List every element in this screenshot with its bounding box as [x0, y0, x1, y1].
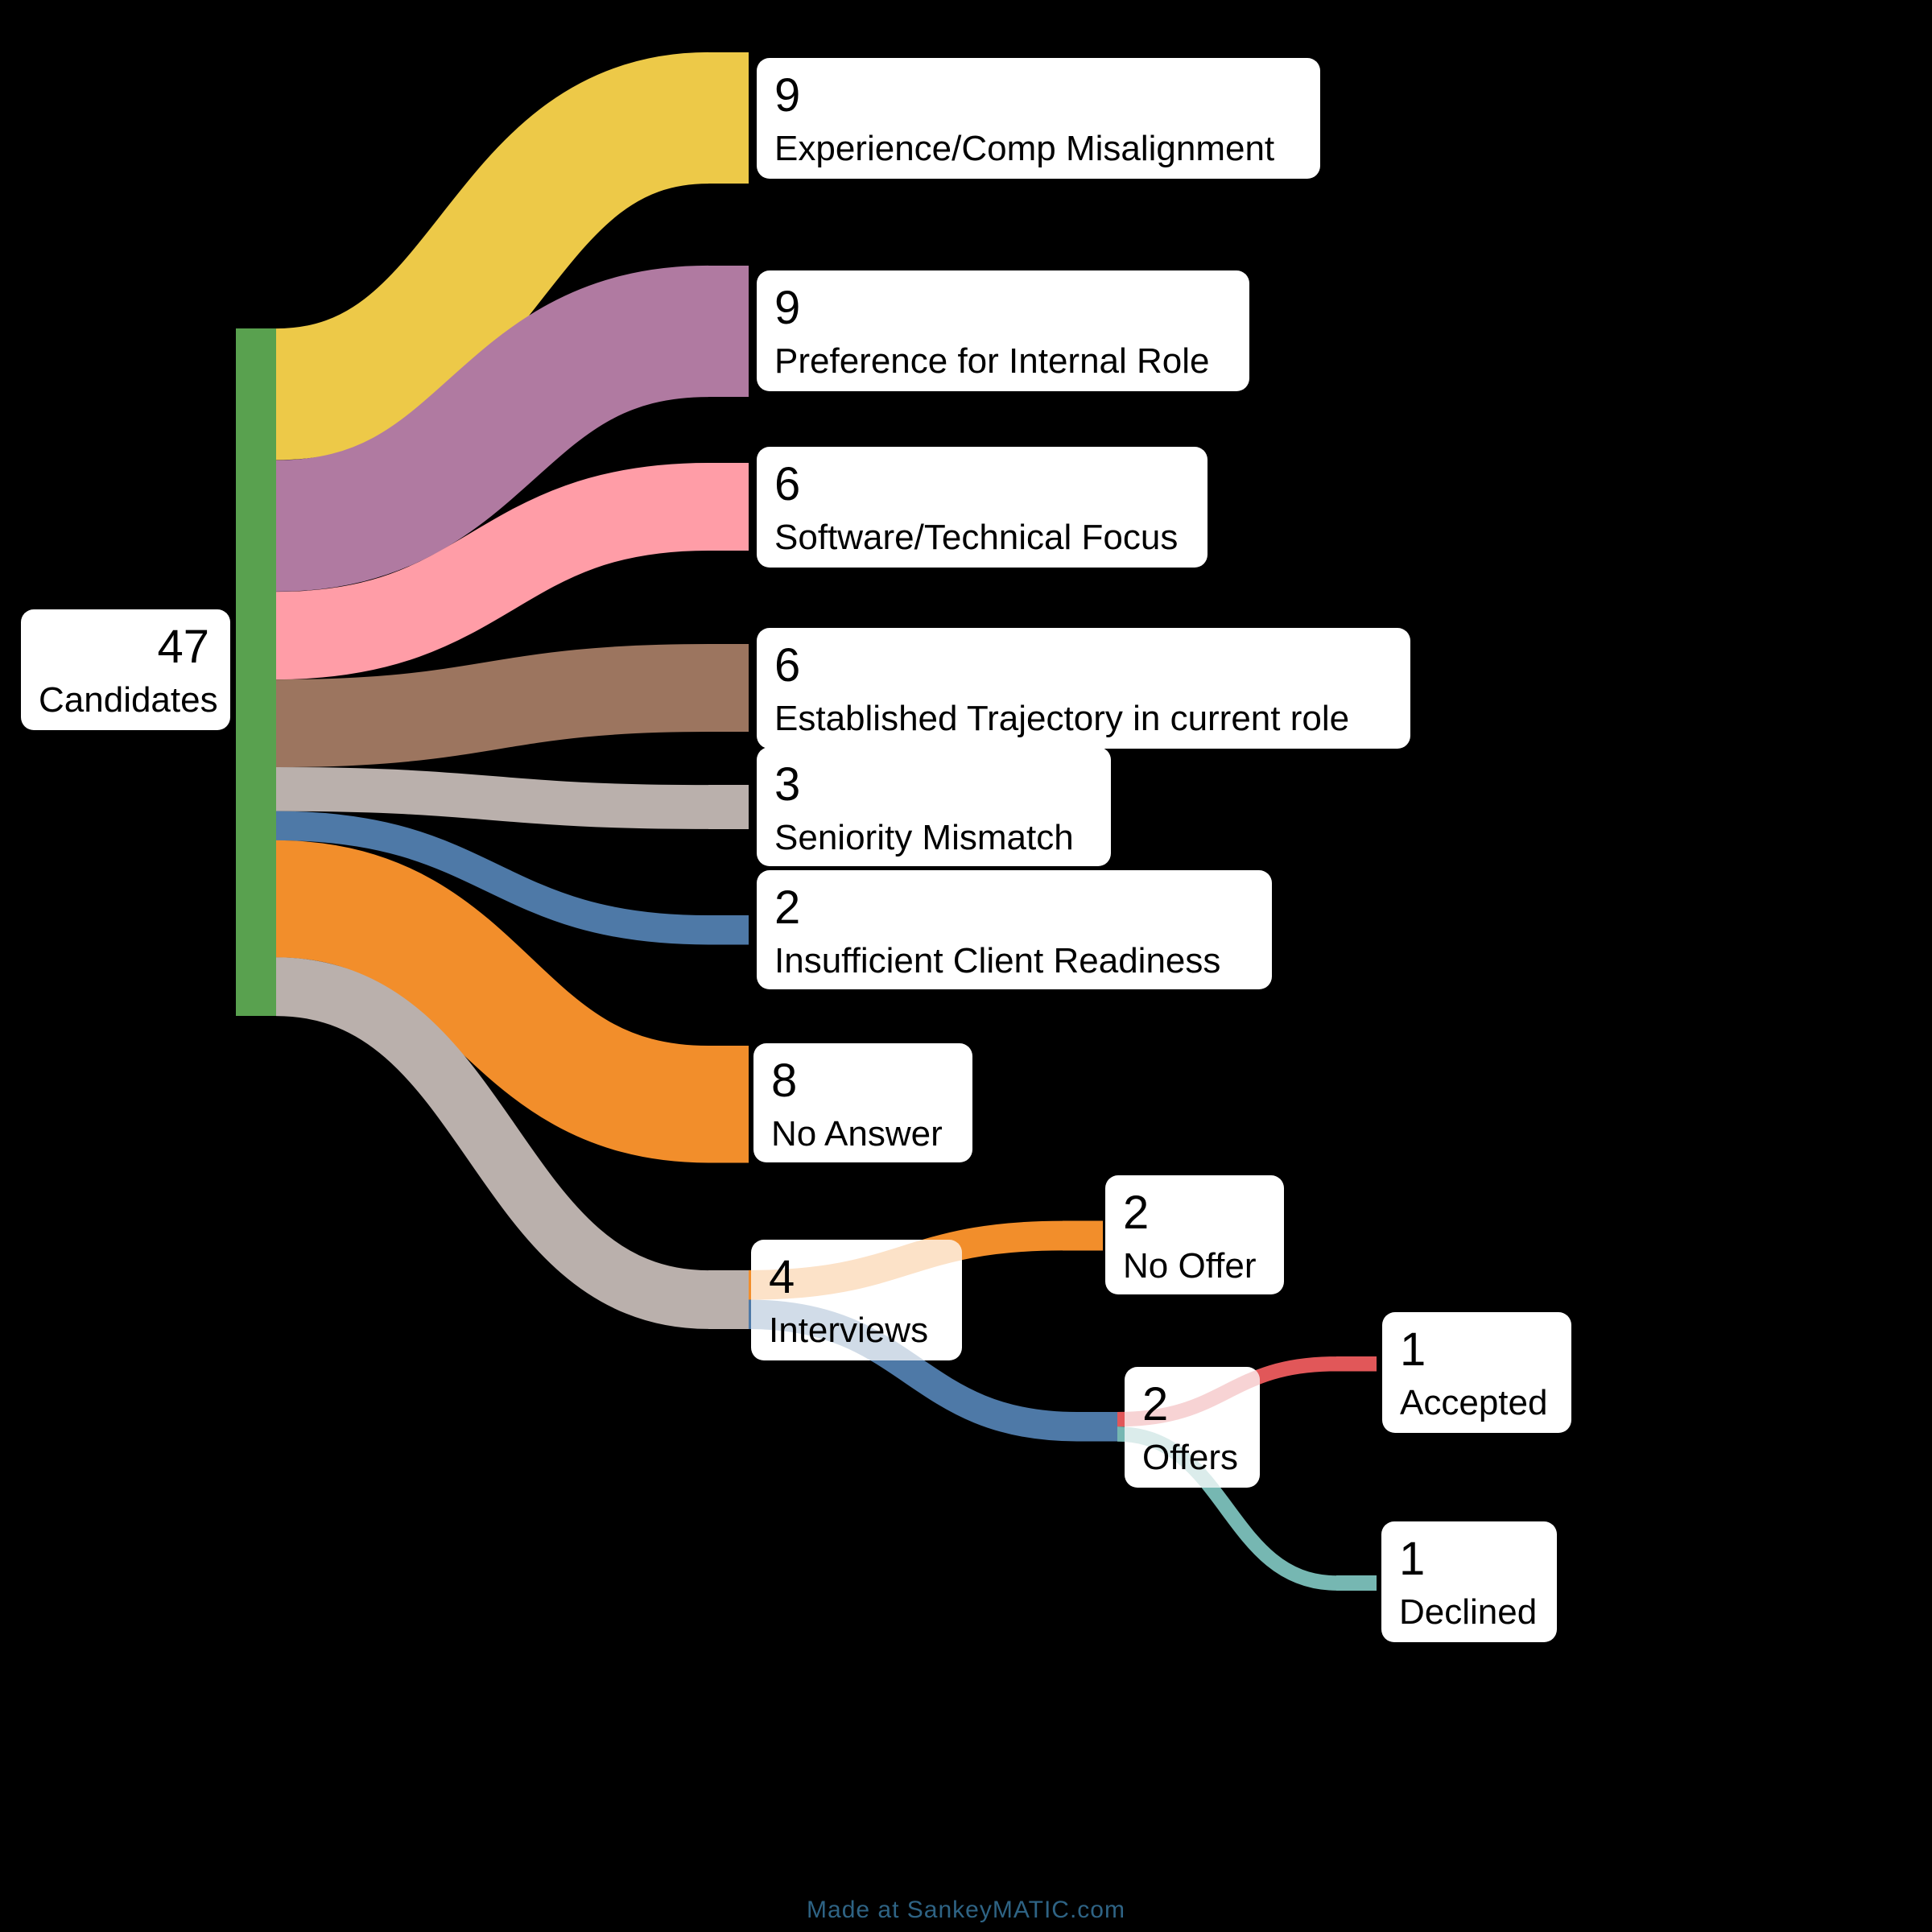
node-nooffer [1063, 1220, 1103, 1251]
node-seniority [708, 785, 749, 829]
flow-candidates-interviews [275, 957, 709, 1329]
footer-credit: Made at SankeyMATIC.com [807, 1897, 1125, 1923]
flow-candidates-seniority [275, 766, 709, 829]
flow-candidates-software [275, 462, 709, 680]
label-box-insufficient [757, 870, 1272, 989]
label-box-declined [1381, 1521, 1557, 1642]
node-experience [708, 52, 749, 184]
node-candidates [236, 328, 276, 1016]
flow-candidates-established [275, 643, 709, 768]
node-offers [1077, 1412, 1117, 1442]
node-interviews [708, 1270, 749, 1329]
flow-candidates-insufficient [275, 811, 709, 945]
node-preference [708, 266, 749, 397]
node-software [708, 463, 749, 551]
flow-candidates-experience [274, 52, 711, 460]
node-established [708, 644, 749, 732]
label-box-established [757, 628, 1410, 749]
node-noanswer [708, 1046, 749, 1163]
label-box-interviews [751, 1240, 962, 1360]
label-box-preference [757, 270, 1249, 391]
label-box-seniority [757, 747, 1111, 866]
flow-candidates-noanswer [275, 840, 710, 1163]
label-box-offers [1125, 1367, 1260, 1488]
label-box-noanswer [753, 1043, 972, 1162]
label-box-candidates [21, 609, 230, 730]
label-boxes-layer [21, 58, 1571, 1642]
node-insufficient [708, 915, 749, 945]
node-declined [1336, 1575, 1377, 1591]
label-box-nooffer [1105, 1175, 1284, 1294]
node-bars-layer [236, 52, 1377, 1591]
label-box-accepted [1382, 1312, 1571, 1433]
node-accepted [1336, 1356, 1377, 1372]
flow-candidates-preference [275, 265, 710, 592]
label-box-software [757, 447, 1208, 568]
label-box-experience [757, 58, 1320, 179]
